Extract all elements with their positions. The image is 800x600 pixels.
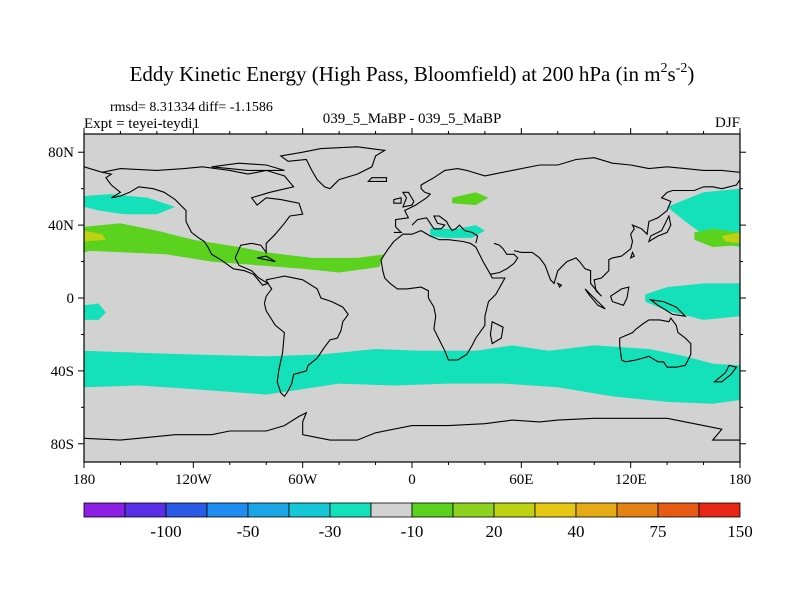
- anomaly-region-np-teal: [84, 194, 176, 215]
- coastline-8: [619, 316, 692, 368]
- anomaly-fill-layer: [84, 188, 740, 404]
- colorbar-box-3: [206, 502, 249, 518]
- colorbar-box-4: [247, 502, 290, 518]
- x-tick-label-4: 60E: [509, 472, 533, 488]
- stats-label: rmsd= 8.31334 diff= -1.1586: [110, 100, 273, 115]
- y-tick-label-3: 40S: [51, 364, 74, 380]
- island-1: [393, 197, 402, 204]
- island-11: [256, 255, 276, 263]
- x-tick-label-3: 0: [408, 472, 416, 488]
- anomaly-region-jp-yellow: [721, 232, 740, 244]
- colorbar-box-14: [657, 502, 700, 518]
- colorbar-label-4: 20: [486, 522, 503, 541]
- colorbar-label-0: -100: [150, 522, 181, 541]
- island-3: [647, 214, 672, 243]
- title-superscript-1: 2: [661, 61, 668, 76]
- colorbar-label-3: -10: [401, 522, 424, 541]
- colorbar-box-15: [698, 502, 741, 518]
- expt-label: Expt = teyei-teydi1: [84, 116, 200, 132]
- y-tick-label-2: 0: [67, 291, 75, 307]
- island-4: [629, 250, 636, 259]
- colorbar-box-1: [124, 502, 167, 518]
- anomaly-region-so-band: [84, 345, 740, 404]
- colorbar-label-6: 75: [650, 522, 667, 541]
- coastline-4: [380, 229, 506, 361]
- coastline-7: [513, 179, 740, 297]
- colorbar-box-10: [493, 502, 536, 518]
- anomaly-region-np-green: [84, 223, 385, 273]
- case-label: 039_5_MaBP - 039_5_MaBP: [323, 111, 502, 127]
- title-superscript-2: -2: [676, 61, 688, 76]
- island-9: [489, 320, 504, 345]
- colorbar-label-5: 40: [568, 522, 585, 541]
- x-tick-label-6: 180: [729, 472, 752, 488]
- colorbar: -100 -50 -30 -10 20 40 75 150: [83, 502, 753, 541]
- season-label: DJF: [715, 115, 740, 131]
- coastline-9: [84, 411, 740, 441]
- island-7: [648, 298, 687, 317]
- coastline-5: [411, 215, 479, 244]
- y-axis: 80N 40N 0 40S 80S: [48, 145, 746, 453]
- colorbar-box-8: [411, 502, 454, 518]
- colorbar-box-0: [83, 502, 126, 518]
- x-tick-label-5: 120E: [615, 472, 647, 488]
- x-axis: 180 120W 60W 0 60E 120E 180: [73, 128, 752, 488]
- title-unit-s: s: [668, 62, 676, 86]
- anomaly-region-np-yellow: [84, 230, 106, 242]
- coastline-0: [84, 166, 304, 286]
- colorbar-box-2: [165, 502, 208, 518]
- chart-title: Eddy Kinetic Energy (High Pass, Bloomfie…: [130, 61, 695, 86]
- island-0: [401, 191, 415, 208]
- colorbar-box-5: [288, 502, 331, 518]
- title-main: Eddy Kinetic Energy (High Pass, Bloomfie…: [130, 62, 661, 86]
- anomaly-region-jp-green: [694, 228, 740, 247]
- coastline-6: [490, 242, 519, 275]
- x-tick-label-0: 180: [73, 472, 96, 488]
- island-5: [584, 288, 606, 310]
- anomaly-region-asia-green: [452, 192, 489, 206]
- colorbar-box-7: [370, 502, 413, 518]
- island-2: [366, 177, 388, 182]
- colorbar-box-11: [534, 502, 577, 518]
- coastline-3: [393, 157, 740, 233]
- anomaly-region-eq-teal-w: [84, 303, 106, 320]
- colorbar-label-7: 150: [727, 522, 753, 541]
- island-6: [609, 286, 630, 306]
- y-tick-label-0: 80N: [48, 145, 74, 161]
- map-background: [84, 134, 740, 462]
- anomaly-region-eq-teal-e: [645, 283, 740, 320]
- anomaly-region-med-teal: [430, 225, 485, 238]
- y-tick-label-4: 80S: [51, 437, 74, 453]
- colorbar-box-13: [616, 502, 659, 518]
- colorbar-box-6: [329, 502, 372, 518]
- title-end: ): [687, 62, 694, 86]
- island-12: [211, 162, 285, 171]
- coastline-1: [279, 146, 387, 190]
- coastline-layer: [84, 146, 740, 441]
- y-tick-label-1: 40N: [48, 218, 74, 234]
- island-8: [712, 364, 738, 383]
- colorbar-box-12: [575, 502, 618, 518]
- anomaly-region-pac-west: [84, 245, 99, 253]
- colorbar-label-1: -50: [237, 522, 260, 541]
- island-10: [556, 282, 563, 289]
- x-tick-label-2: 60W: [288, 472, 318, 488]
- colorbar-label-2: -30: [319, 522, 342, 541]
- coastline-2: [263, 275, 349, 398]
- colorbar-box-9: [452, 502, 495, 518]
- x-tick-label-1: 120W: [175, 472, 213, 488]
